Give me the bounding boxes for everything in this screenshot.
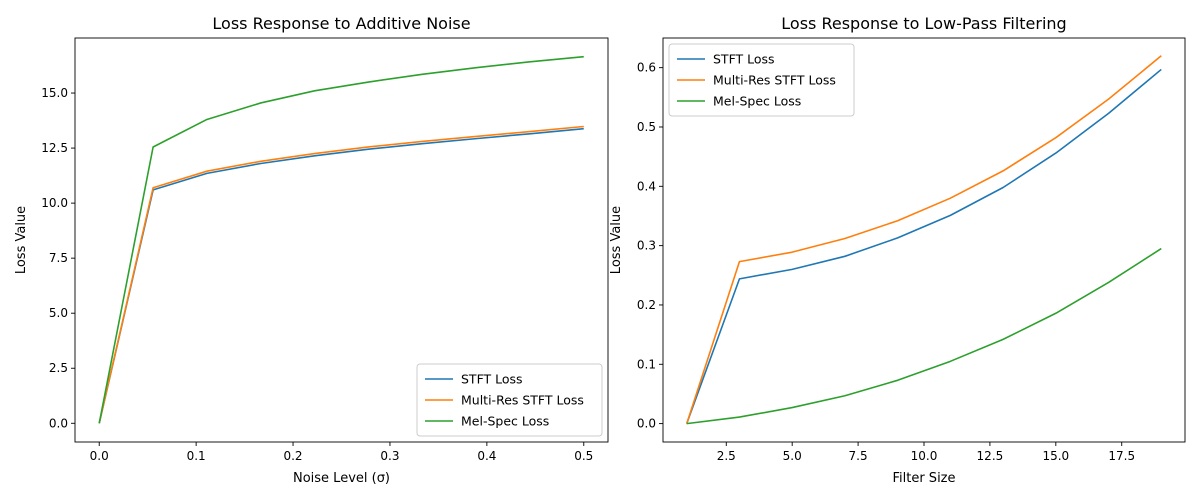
chart-title: Loss Response to Low-Pass Filtering [781,14,1066,33]
series-line-2 [685,55,1162,424]
y-tick-label: 0.3 [637,239,656,253]
y-tick-label: 2.5 [49,361,68,375]
y-tick-label: 0.0 [49,416,68,430]
legend-label-2: Multi-Res STFT Loss [461,393,584,408]
x-tick-label: 2.5 [717,449,736,463]
y-tick-label: 12.5 [41,141,68,155]
y-tick-label: 10.0 [41,196,68,210]
legend-label-1: STFT Loss [713,52,775,67]
y-tick-label: 0.6 [637,61,656,75]
x-tick-label: 12.5 [977,449,1004,463]
y-tick-label: 5.0 [49,306,68,320]
y-tick-label: 0.5 [637,120,656,134]
y-axis-label: Loss Value [14,206,29,274]
series-line-1 [98,127,584,424]
x-axis-label: Filter Size [892,471,955,486]
y-tick-label: 0.2 [637,298,656,312]
x-tick-label: 0.0 [90,449,109,463]
legend-label-2: Multi-Res STFT Loss [713,73,836,88]
plot-frame [74,37,609,443]
legend-label-1: STFT Loss [461,372,523,387]
chart-1: 0.0 0.1 0.2 0.3 0.4 0.5 0.0 2.5 5.0 7.5 10.0 12.5 15… [14,14,609,486]
y-tick-label: 0.0 [637,417,656,431]
series-line-3 [686,247,1162,425]
x-tick-label: 0.5 [574,449,593,463]
x-tick-label: 17.5 [1108,449,1135,463]
x-tick-label: 10.0 [911,449,938,463]
chart-title: Loss Response to Additive Noise [212,14,470,33]
y-tick-label: 0.1 [637,357,656,371]
series-line-2 [98,125,584,424]
x-tick-label: 7.5 [849,449,868,463]
y-tick-label: 15.0 [41,86,68,100]
x-axis-label: Noise Level (σ) [293,471,390,486]
y-tick-label: 7.5 [49,251,68,265]
chart-2: 2.5 5.0 7.5 10.0 12.5 15.0 17.5 0.0 0.1 0.2 0.3 0.4… [609,14,1186,486]
x-tick-label: 0.3 [380,449,399,463]
legend-box [668,43,855,117]
x-tick-label: 15.0 [1042,449,1069,463]
series-line-1 [685,68,1162,424]
legend: STFT Loss Multi-Res STFT Loss Mel-Spec Los… [416,363,603,437]
series-line-3 [98,55,584,424]
x-tick-label: 0.1 [187,449,206,463]
y-tick-label: 0.4 [637,179,656,193]
legend: STFT Loss Multi-Res STFT Loss Mel-Spec Los… [668,43,855,117]
legend-box [416,363,603,437]
legend-label-3: Mel-Spec Loss [461,414,549,429]
legend-label-3: Mel-Spec Loss [713,94,801,109]
x-tick-label: 0.2 [283,449,302,463]
x-tick-label: 5.0 [783,449,802,463]
y-axis-label: Loss Value [609,206,624,274]
x-tick-label: 0.4 [477,449,496,463]
